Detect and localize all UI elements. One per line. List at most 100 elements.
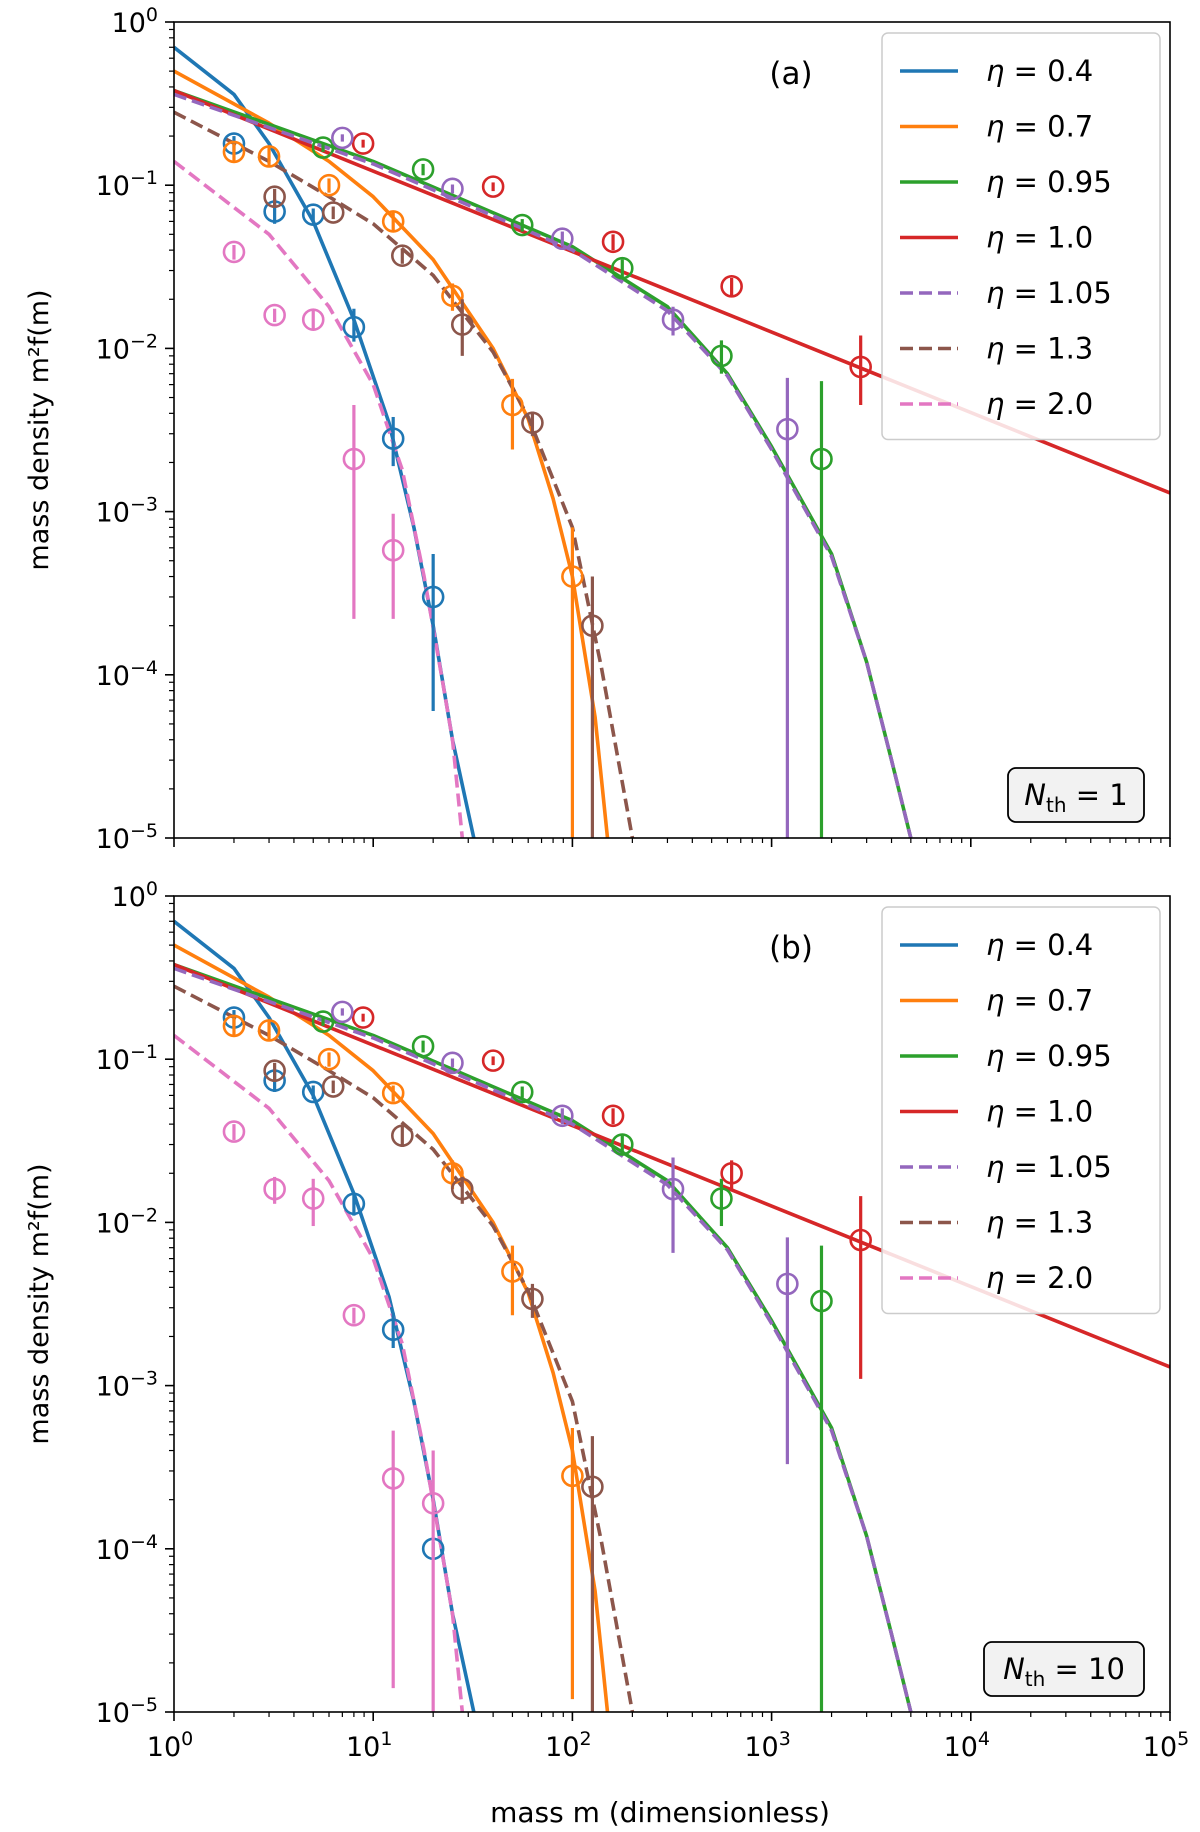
data-point-eta-0.7 bbox=[257, 1019, 281, 1042]
threshold-box-frame bbox=[1007, 767, 1145, 823]
series-line-eta-1.3 bbox=[174, 110, 635, 838]
legend-box bbox=[881, 906, 1161, 1315]
legend-entry-label: η = 1.05 bbox=[986, 276, 1112, 310]
data-point-eta-2.0 bbox=[222, 240, 246, 264]
plot-frame bbox=[173, 21, 1171, 839]
data-point-eta-2.0 bbox=[342, 447, 366, 471]
data-point-eta-1.05 bbox=[661, 308, 685, 331]
data-point-eta-1.0 bbox=[481, 175, 505, 198]
panel-label: (b) bbox=[769, 930, 813, 966]
threshold-label-box: Nth = 10 bbox=[983, 1641, 1145, 1697]
data-point-eta-1.05 bbox=[551, 227, 574, 251]
data-point-eta-0.4 bbox=[381, 1318, 405, 1342]
threshold-label: Nth = 1 bbox=[1024, 778, 1127, 817]
data-point-eta-0.4 bbox=[421, 585, 445, 609]
x-tick-label: 104 bbox=[944, 1728, 990, 1763]
data-point-eta-1.3 bbox=[391, 244, 414, 267]
panel-a: 100 10−1 10−2 10−3 10−4 10−5 mass density m²f(… bbox=[24, 4, 1171, 855]
x-tick-label: 100 bbox=[147, 1728, 193, 1763]
legend-entry-label: η = 0.4 bbox=[986, 54, 1093, 88]
data-point-eta-0.95 bbox=[810, 447, 833, 471]
legend-entry-label: η = 1.0 bbox=[986, 1095, 1093, 1129]
axis-ticks bbox=[165, 21, 1171, 847]
legend-entry-label: η = 0.7 bbox=[986, 110, 1093, 144]
y-axis-label: mass density m²f(m) bbox=[24, 289, 55, 570]
legend-entry-label: η = 0.95 bbox=[986, 1039, 1112, 1073]
y-tick-label: 10−2 bbox=[96, 1204, 158, 1239]
data-point-eta-1.3 bbox=[450, 1177, 474, 1201]
plot-area bbox=[174, 919, 1170, 1712]
data-point-eta-0.7 bbox=[222, 140, 246, 164]
legend: η = 0.4 η = 0.7 η = 0.95 η = 1.0 η = 1.05 η =… bbox=[881, 32, 1161, 441]
y-tick-label: 10−5 bbox=[96, 820, 158, 855]
data-point-eta-2.0 bbox=[263, 1177, 286, 1201]
data-point-eta-0.7 bbox=[501, 393, 524, 417]
axis-ticks bbox=[165, 895, 1171, 1721]
data-point-eta-0.4 bbox=[381, 427, 405, 450]
data-point-eta-0.4 bbox=[301, 1080, 325, 1104]
data-point-eta-1.0 bbox=[481, 1049, 505, 1072]
x-axis-label: mass m (dimensionless) bbox=[490, 1796, 830, 1829]
data-point-eta-2.0 bbox=[263, 303, 286, 327]
data-point-eta-0.95 bbox=[510, 1080, 534, 1104]
y-tick-label: 10−4 bbox=[96, 1531, 158, 1566]
data-point-eta-0.4 bbox=[342, 1192, 366, 1216]
legend-box bbox=[881, 32, 1161, 441]
legend-entry-label: η = 2.0 bbox=[986, 387, 1093, 421]
data-point-eta-1.3 bbox=[263, 1059, 286, 1083]
y-tick-label: 10−1 bbox=[96, 167, 158, 202]
legend-entry-label: η = 0.4 bbox=[986, 928, 1093, 962]
x-tick-label: 102 bbox=[545, 1728, 591, 1763]
series-line-eta-0.7 bbox=[174, 943, 610, 1712]
series-line-eta-1.3 bbox=[174, 984, 635, 1712]
data-point-eta-1.0 bbox=[720, 1161, 743, 1185]
data-point-eta-0.95 bbox=[710, 344, 733, 368]
data-point-eta-1.3 bbox=[321, 201, 345, 224]
y-tick-label: 10−5 bbox=[96, 1694, 158, 1729]
data-point-eta-2.0 bbox=[301, 1187, 325, 1210]
data-point-eta-0.7 bbox=[501, 1260, 524, 1283]
series-line-eta-1.05 bbox=[174, 966, 913, 1712]
data-point-eta-0.7 bbox=[381, 1081, 405, 1105]
data-point-eta-2.0 bbox=[222, 1120, 246, 1143]
data-point-eta-0.4 bbox=[342, 315, 366, 339]
data-point-eta-1.05 bbox=[331, 1000, 354, 1024]
data-point-eta-1.05 bbox=[661, 1177, 685, 1201]
data-point-eta-1.05 bbox=[441, 1051, 464, 1075]
data-point-eta-0.7 bbox=[561, 1464, 584, 1488]
data-point-eta-0.95 bbox=[810, 1289, 833, 1313]
data-point-eta-1.05 bbox=[441, 177, 464, 201]
data-point-eta-0.7 bbox=[441, 1161, 464, 1185]
y-axis-label: mass density m²f(m) bbox=[24, 1163, 55, 1444]
data-point-eta-0.95 bbox=[411, 158, 435, 181]
legend-entry-label: η = 1.0 bbox=[986, 221, 1093, 255]
data-point-eta-1.3 bbox=[450, 313, 474, 336]
data-point-eta-0.95 bbox=[311, 1010, 335, 1033]
data-point-eta-1.0 bbox=[849, 1228, 872, 1252]
data-point-eta-1.05 bbox=[551, 1104, 574, 1128]
y-tick-label: 10−3 bbox=[96, 1368, 158, 1403]
data-point-eta-1.05 bbox=[776, 1272, 799, 1296]
y-tick-label: 100 bbox=[112, 878, 158, 913]
data-point-eta-1.0 bbox=[720, 275, 743, 298]
data-point-eta-0.95 bbox=[610, 256, 634, 280]
data-point-eta-0.95 bbox=[411, 1034, 435, 1058]
x-tick-label: 103 bbox=[744, 1728, 790, 1763]
legend-entry-label: η = 0.95 bbox=[986, 165, 1112, 199]
series-line-eta-1.05 bbox=[174, 92, 913, 838]
legend-entry-label: η = 1.3 bbox=[986, 332, 1093, 366]
data-point-eta-2.0 bbox=[381, 1467, 405, 1490]
legend-entry-label: η = 2.0 bbox=[986, 1261, 1093, 1295]
data-point-eta-1.0 bbox=[351, 132, 375, 155]
data-point-eta-0.7 bbox=[317, 1047, 341, 1071]
series-line-eta-0.7 bbox=[174, 69, 610, 838]
series-line-eta-0.4 bbox=[174, 45, 476, 838]
plot-frame bbox=[173, 895, 1171, 1713]
data-point-eta-2.0 bbox=[301, 308, 325, 331]
threshold-label: Nth = 10 bbox=[1003, 1652, 1125, 1691]
data-point-eta-1.3 bbox=[581, 614, 604, 637]
data-point-eta-1.0 bbox=[351, 1006, 375, 1029]
data-point-eta-1.3 bbox=[581, 1475, 604, 1499]
series-line-eta-0.4 bbox=[174, 919, 476, 1712]
